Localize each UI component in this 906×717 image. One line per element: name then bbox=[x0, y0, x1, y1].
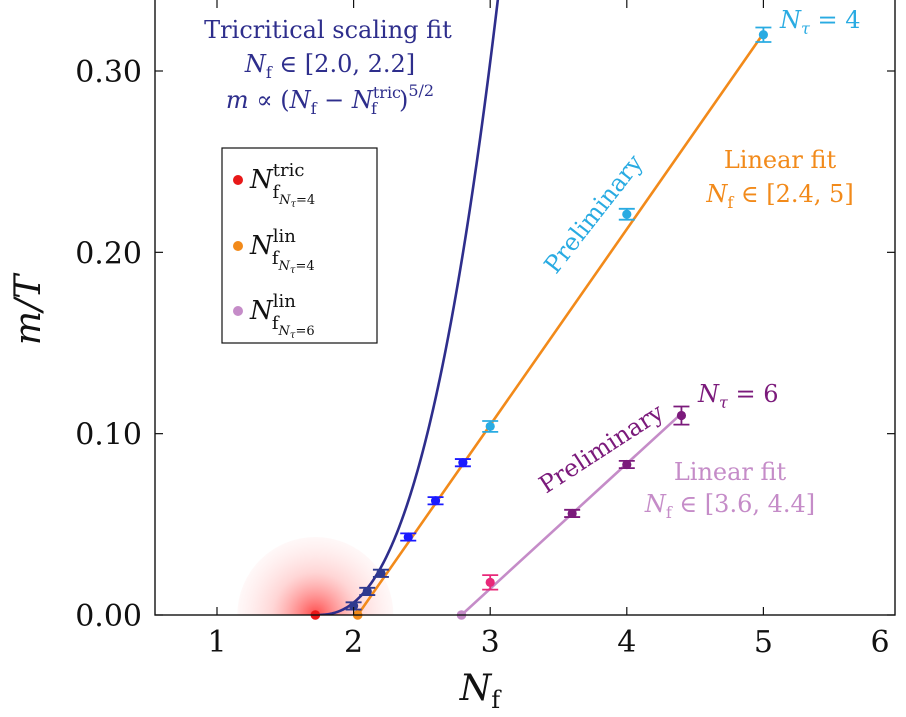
point-marker bbox=[567, 508, 577, 519]
data-point-ntau4-8 bbox=[755, 26, 772, 43]
legend-item-lin6: Nlin fNτ=6 bbox=[233, 291, 315, 341]
point-marker bbox=[458, 458, 468, 468]
point-marker bbox=[676, 410, 687, 421]
point-marker bbox=[485, 421, 495, 432]
plot-frame bbox=[154, 0, 896, 616]
data-point-ntau6-2 bbox=[618, 459, 635, 470]
linear-fit-ntau4-annotation: Linear fit Nf ∈ [2.4, 5] bbox=[705, 146, 853, 212]
point-marker bbox=[349, 601, 359, 611]
x-tick-label: 2 bbox=[344, 625, 363, 660]
point-marker bbox=[430, 496, 441, 506]
tric-glow bbox=[237, 537, 394, 615]
x-tick-label: 4 bbox=[617, 625, 636, 660]
legend-item-tric: Ntric fNτ=4 bbox=[233, 160, 315, 210]
data-point-ntau6-0 bbox=[482, 574, 499, 591]
preliminary-label-ntau6: Preliminary bbox=[534, 398, 669, 499]
axis-ticks: 1 2 3 4 5 6 0.00 0.10 0.20 0.30 bbox=[75, 0, 895, 660]
data-point-ntau4-2 bbox=[372, 568, 389, 578]
x-tick-label: 5 bbox=[754, 625, 773, 660]
point-marker bbox=[362, 586, 372, 597]
preliminary-label-ntau4: Preliminary bbox=[539, 149, 649, 279]
data-point-ntau4-6 bbox=[482, 420, 499, 433]
lin4-annotation-line2: Nf ∈ [2.4, 5] bbox=[705, 180, 853, 212]
linear-fit-ntau4-line bbox=[356, 32, 765, 615]
y-tick-label: 0.20 bbox=[75, 236, 142, 271]
data-point-ntau4-4 bbox=[427, 496, 444, 506]
y-tick-label: 0.10 bbox=[75, 418, 142, 453]
x-axis-label: Nf bbox=[459, 668, 503, 714]
point-marker bbox=[758, 30, 769, 40]
tricritical-fit-annotation: Tricritical scaling fit Nf ∈ [2.0, 2.2] … bbox=[204, 16, 452, 118]
data-point-ntau4-7 bbox=[618, 207, 635, 221]
lin6-annotation-line2: Nf ∈ [3.6, 4.4] bbox=[644, 490, 815, 522]
legend: Ntric fNτ=4 Nlin fNτ=4 Nlin fNτ=6 bbox=[221, 147, 378, 344]
point-marker bbox=[622, 209, 632, 219]
tric-annotation-line1: Tricritical scaling fit bbox=[204, 16, 452, 44]
svg-text:Nτ = 4: Nτ = 4 bbox=[779, 6, 861, 38]
linear-fit-ntau6-annotation: Linear fit Nf ∈ [3.6, 4.4] bbox=[644, 458, 815, 522]
data-point-ntau4-1 bbox=[359, 586, 376, 597]
x-tick-label: 6 bbox=[870, 625, 889, 660]
point-marker bbox=[403, 532, 413, 542]
ntau6-label: Nτ = 6 bbox=[697, 380, 779, 412]
tric-annotation-line2: Nf ∈ [2.0, 2.2] bbox=[244, 50, 415, 82]
point-marker bbox=[376, 568, 386, 578]
tricritical-region-glow bbox=[237, 537, 394, 615]
x-tick-label: 1 bbox=[207, 625, 226, 660]
ntau4-label: Nτ = 4 bbox=[779, 6, 861, 38]
data-points bbox=[310, 26, 772, 620]
svg-text:Nτ = 6: Nτ = 6 bbox=[697, 380, 779, 412]
svg-text:m/T: m/T bbox=[8, 272, 49, 345]
legend-item-lin4: Nlin fNτ=4 bbox=[233, 226, 315, 276]
legend-marker-lin6 bbox=[233, 306, 243, 316]
tricritical-fit-curve bbox=[315, 0, 500, 615]
legend-box bbox=[221, 147, 378, 344]
lin6-annotation-line1: Linear fit bbox=[674, 458, 787, 486]
x-tick-label: 3 bbox=[481, 625, 500, 660]
legend-marker-lin4 bbox=[233, 241, 243, 251]
y-axis-label: m/T bbox=[8, 272, 49, 345]
point-marker bbox=[622, 459, 632, 470]
data-point-ntau4-3 bbox=[400, 532, 417, 542]
data-point-ntau6-1 bbox=[564, 508, 581, 519]
data-point-ntau6-3 bbox=[673, 405, 690, 426]
legend-marker-tric bbox=[233, 175, 243, 185]
data-point-ntau4-5 bbox=[454, 458, 471, 468]
plot-border bbox=[154, 0, 896, 616]
svg-text:Nf: Nf bbox=[459, 668, 503, 714]
lin4-annotation-line1: Linear fit bbox=[724, 146, 837, 174]
y-tick-label: 0.30 bbox=[75, 55, 142, 90]
tric-annotation-line3: m ∝ (Nf − Ntric f)5/2 bbox=[226, 81, 434, 118]
point-marker bbox=[485, 577, 495, 587]
y-tick-label: 0.00 bbox=[75, 599, 142, 634]
